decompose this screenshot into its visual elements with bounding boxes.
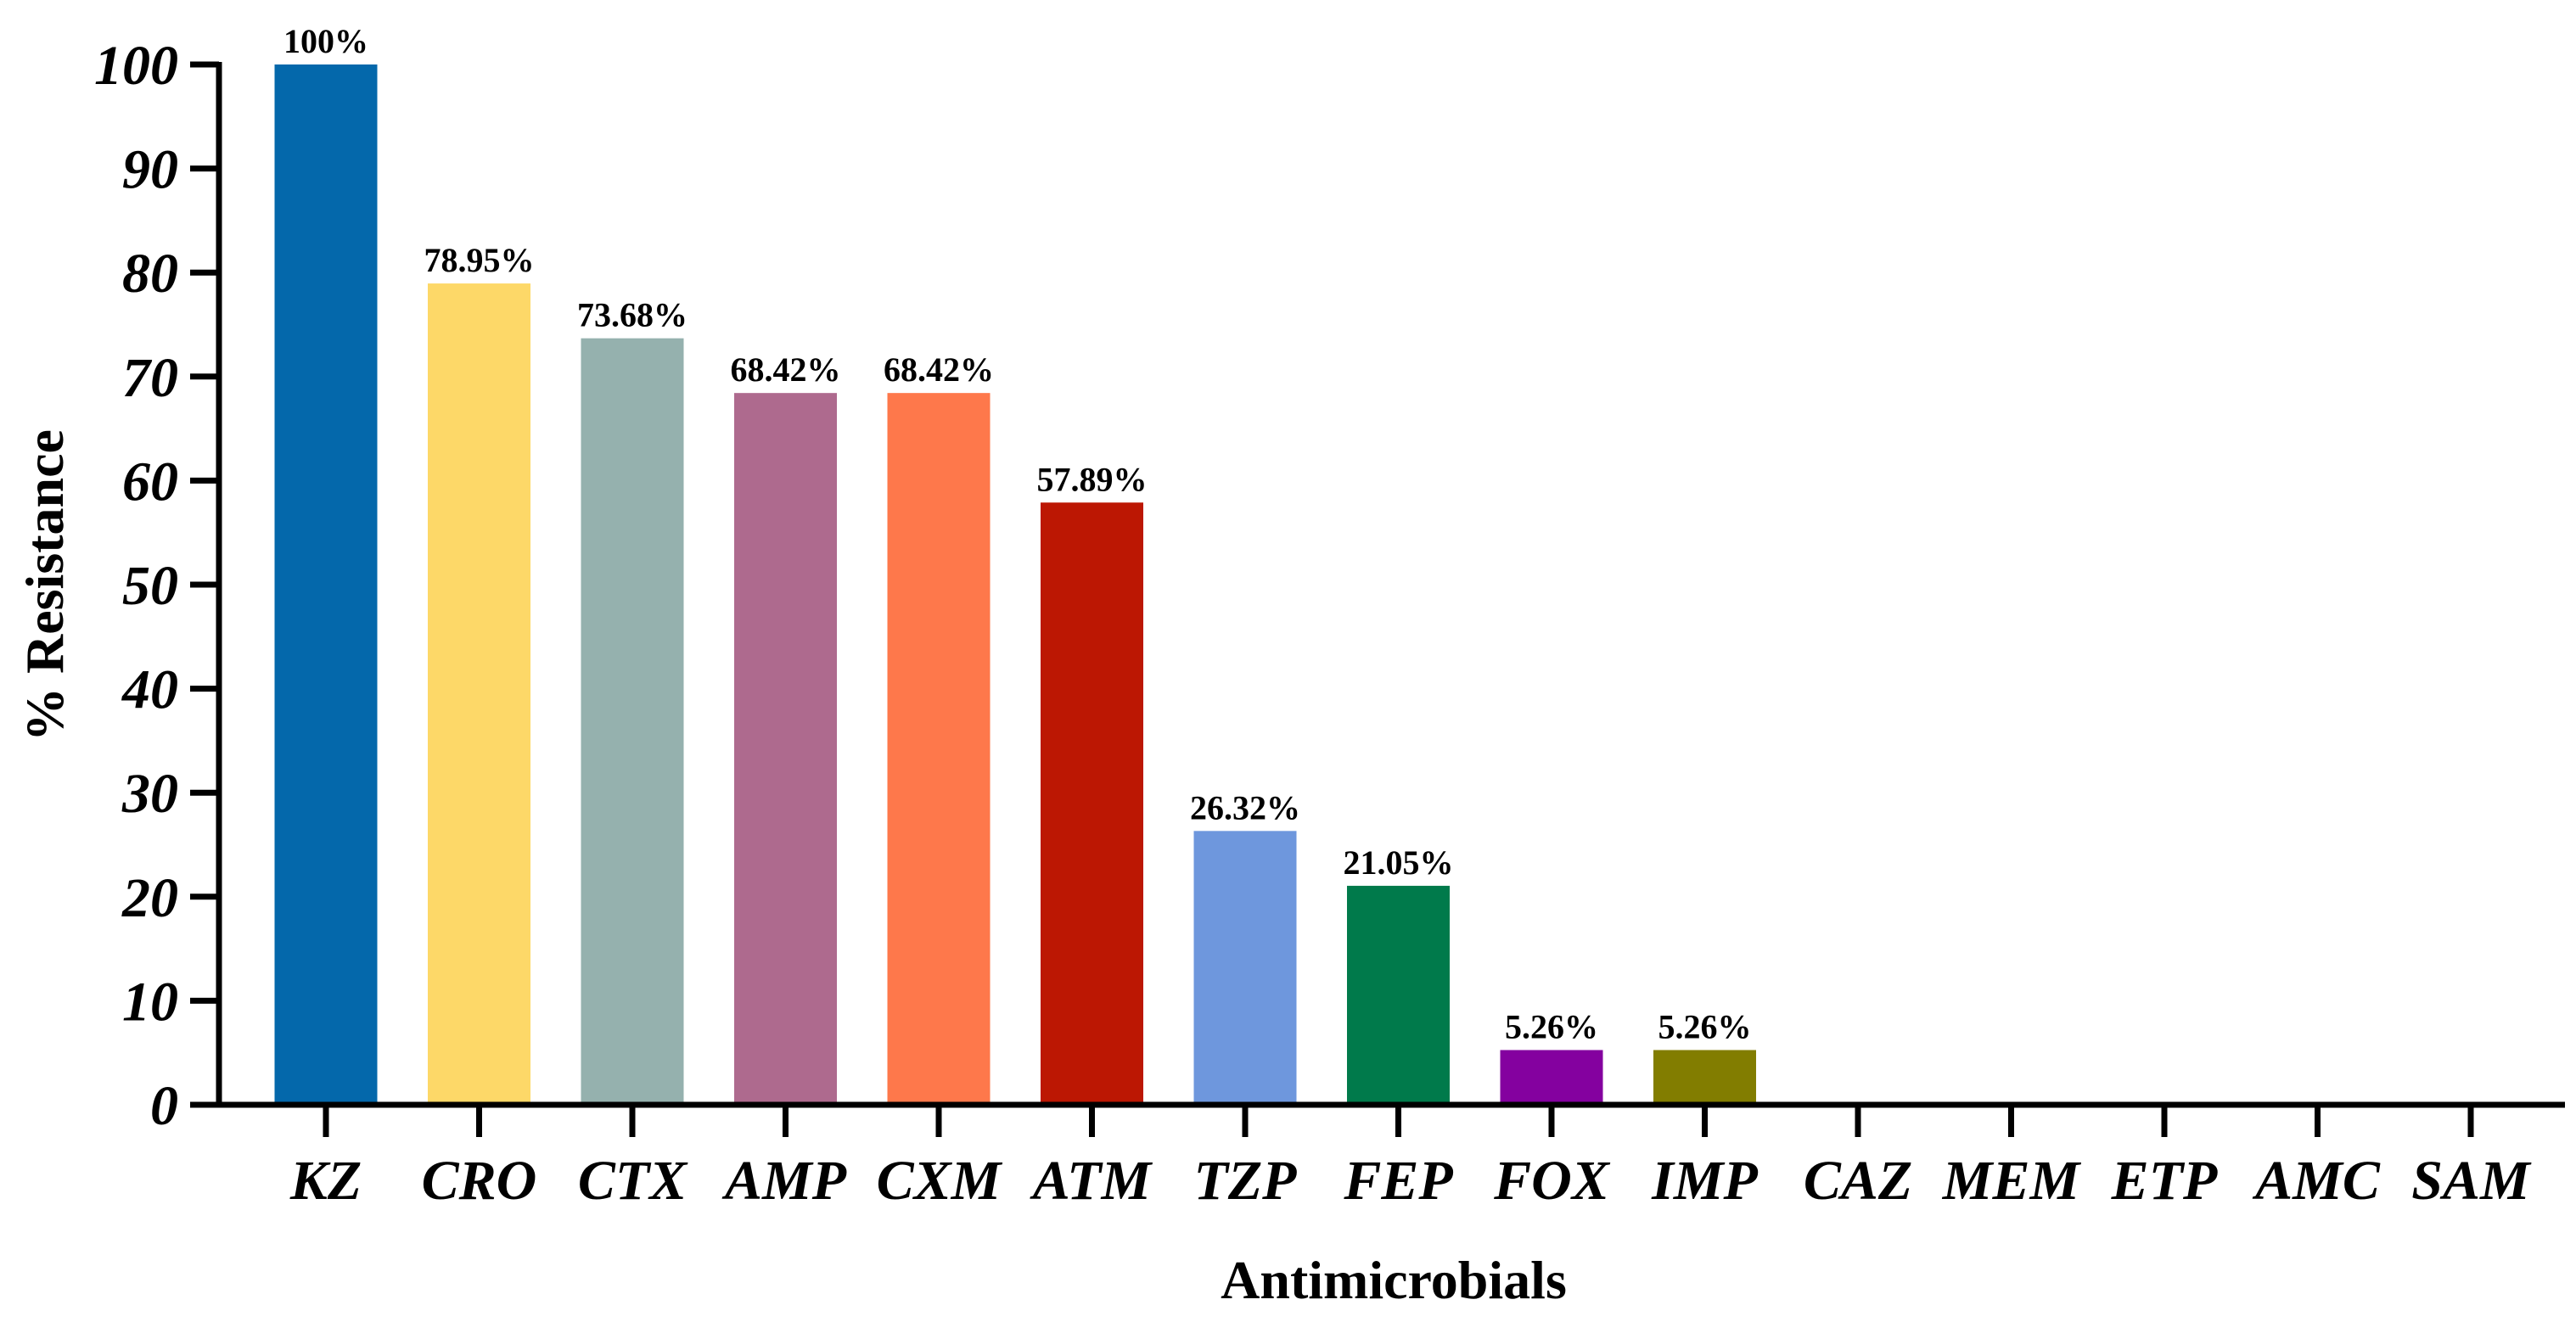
x-tick-label-imp: IMP bbox=[1651, 1150, 1758, 1212]
y-tick-label: 100 bbox=[94, 35, 178, 97]
y-tick-label: 0 bbox=[150, 1075, 178, 1137]
y-tick-label: 70 bbox=[122, 347, 178, 409]
x-tick-label-fep: FEP bbox=[1343, 1150, 1453, 1212]
bar-fox bbox=[1500, 1050, 1603, 1105]
y-axis-title: % Resistance bbox=[14, 429, 75, 742]
data-label-tzp: 26.32% bbox=[1190, 788, 1300, 826]
bar-cxm bbox=[887, 393, 991, 1106]
x-tick-label-amp: AMP bbox=[721, 1150, 847, 1212]
y-ticks-layer: 0 10 20 30 40 50 60 70 80 90 100 bbox=[94, 35, 219, 1137]
x-tick-label-ctx: CTX bbox=[578, 1150, 688, 1212]
x-tick-label-amc: AMC bbox=[2252, 1150, 2381, 1212]
x-tick-label-fox: FOX bbox=[1493, 1150, 1611, 1212]
data-label-cro: 78.95% bbox=[424, 241, 535, 279]
y-tick-label: 40 bbox=[121, 659, 178, 721]
bar-fep bbox=[1347, 885, 1450, 1105]
bar-amp bbox=[734, 393, 837, 1106]
data-label-atm: 57.89% bbox=[1037, 460, 1148, 498]
x-tick-label-caz: CAZ bbox=[1804, 1150, 1912, 1212]
data-label-amp: 68.42% bbox=[731, 350, 841, 389]
x-tick-label-mem: MEM bbox=[1942, 1150, 2082, 1212]
data-labels-layer: 100% 78.95% 73.68% 68.42% 68.42% 57.89% 26.32%… bbox=[283, 22, 1752, 1046]
x-tick-label-cxm: CXM bbox=[877, 1150, 1003, 1212]
x-tick-label-tzp: TZP bbox=[1194, 1150, 1298, 1212]
y-tick-label: 80 bbox=[122, 243, 178, 305]
y-tick-label: 10 bbox=[122, 971, 178, 1033]
x-ticks-layer: KZ CRO CTX AMP CXM ATM TZP FEP FOX IMP CAZ MEM ETP AM… bbox=[289, 1105, 2532, 1212]
bar-ctx bbox=[581, 338, 684, 1105]
data-label-fep: 21.05% bbox=[1344, 843, 1454, 882]
y-tick-label: 90 bbox=[122, 139, 178, 201]
data-label-cxm: 68.42% bbox=[884, 350, 994, 389]
data-label-fox: 5.26% bbox=[1505, 1008, 1598, 1046]
x-axis-title: Antimicrobials bbox=[1221, 1250, 1567, 1310]
bar-tzp bbox=[1193, 831, 1297, 1105]
y-tick-label: 60 bbox=[122, 451, 178, 513]
x-tick-label-atm: ATM bbox=[1030, 1150, 1153, 1212]
x-tick-label-cro: CRO bbox=[422, 1150, 537, 1212]
y-tick-label: 50 bbox=[122, 555, 178, 617]
bars-layer bbox=[274, 64, 1756, 1106]
y-tick-label: 30 bbox=[121, 763, 178, 825]
bar-atm bbox=[1041, 502, 1143, 1105]
data-label-ctx: 73.68% bbox=[577, 296, 687, 334]
x-tick-label-kz: KZ bbox=[289, 1150, 362, 1212]
bar-kz bbox=[274, 64, 378, 1105]
y-tick-label: 20 bbox=[121, 867, 178, 929]
data-label-kz: 100% bbox=[283, 22, 368, 60]
x-tick-label-etp: ETP bbox=[2111, 1150, 2218, 1212]
data-label-imp: 5.26% bbox=[1658, 1008, 1752, 1046]
x-tick-label-sam: SAM bbox=[2411, 1150, 2532, 1212]
bar-imp bbox=[1653, 1050, 1756, 1105]
bar-cro bbox=[428, 283, 530, 1105]
